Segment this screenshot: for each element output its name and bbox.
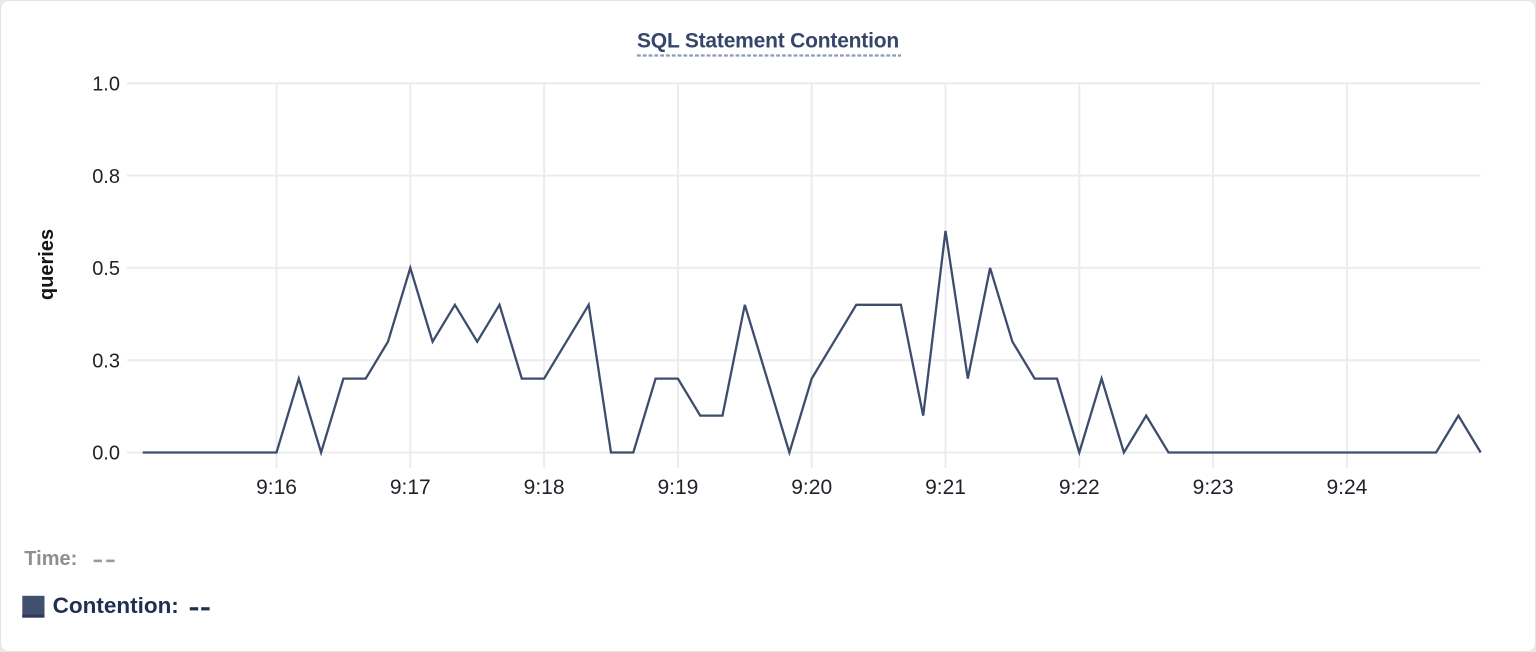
svg-text:queries: queries <box>36 229 58 300</box>
svg-text:0.3: 0.3 <box>92 350 120 372</box>
svg-text:9:16: 9:16 <box>256 476 297 499</box>
svg-text:Contention:: Contention: <box>53 593 179 618</box>
svg-text:9:18: 9:18 <box>524 476 565 499</box>
svg-text:Time:: Time: <box>24 548 77 570</box>
svg-text:9:19: 9:19 <box>657 476 698 499</box>
svg-text:9:23: 9:23 <box>1193 476 1234 499</box>
svg-text:9:20: 9:20 <box>791 476 832 499</box>
svg-text:0.8: 0.8 <box>92 166 120 188</box>
svg-text:SQL Statement Contention: SQL Statement Contention <box>637 29 899 52</box>
svg-text:0.0: 0.0 <box>92 443 120 465</box>
svg-text:9:17: 9:17 <box>390 476 431 499</box>
svg-text:9:24: 9:24 <box>1326 476 1367 499</box>
svg-text:9:21: 9:21 <box>925 476 966 499</box>
svg-text:0.5: 0.5 <box>92 258 120 280</box>
svg-text:1.0: 1.0 <box>92 73 120 95</box>
svg-text:9:22: 9:22 <box>1059 476 1100 499</box>
